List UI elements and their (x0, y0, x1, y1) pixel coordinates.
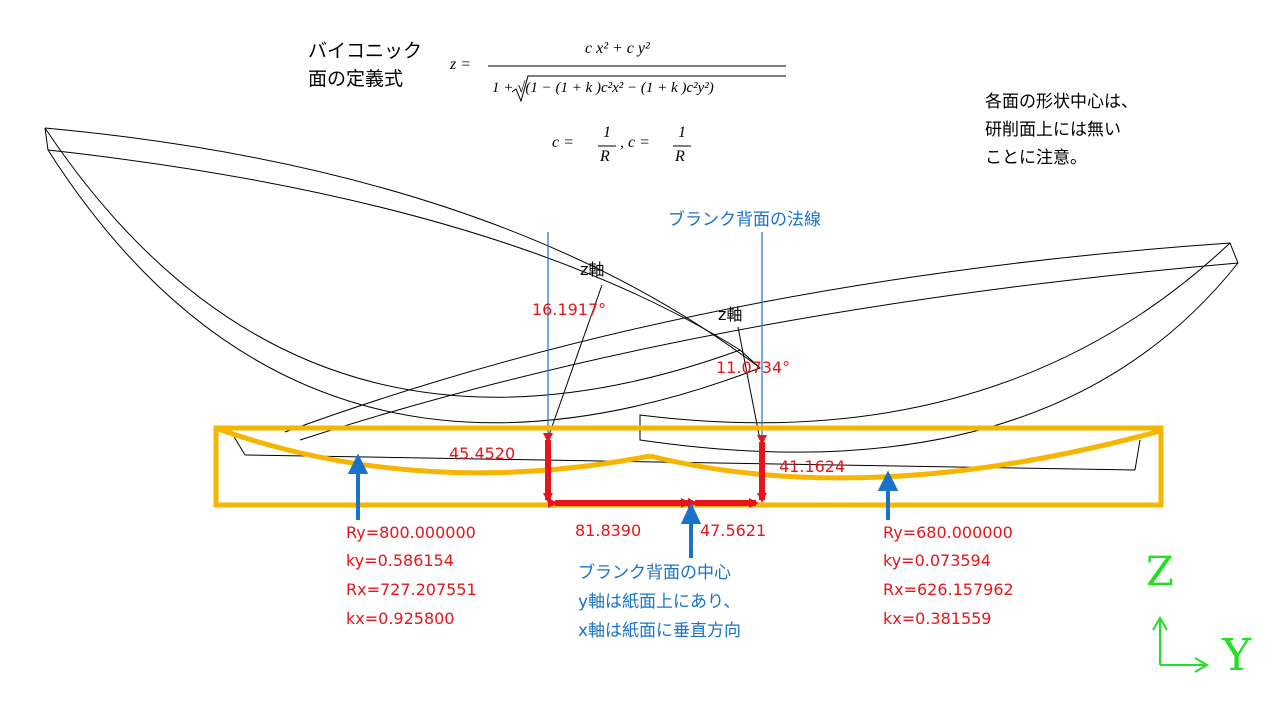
formula-lines (488, 65, 786, 147)
cx-numerator: 1 (603, 124, 611, 141)
coord-z-arrowhead (1152, 616, 1168, 631)
coord-y-label: Y (1222, 630, 1252, 681)
surface-left-curve (217, 426, 651, 476)
annot-arrow-left-head (347, 453, 369, 474)
lens-right-upper-edge2 (299, 262, 1239, 441)
left-param-ry: Ry=800.000000 (346, 523, 476, 542)
coord-y-arrowhead (1194, 657, 1209, 673)
note-line1: 各面の形状中心は、 (985, 92, 1138, 112)
formula-sqrt-sign (511, 75, 786, 103)
right-param-kx: kx=0.381559 (883, 609, 992, 628)
annot-arrow-center-head (680, 502, 702, 524)
angle-right: 11.0734° (716, 358, 791, 377)
cy-label: , c = (620, 134, 650, 151)
formula-numerator: c x² + c y² (585, 40, 650, 57)
formula-title-line2: 面の定義式 (308, 68, 404, 90)
lens-right-outline (639, 242, 1239, 453)
right-param-ky: ky=0.073594 (883, 551, 991, 570)
coord-z-label: Z (1146, 549, 1174, 595)
cx-denominator: R (600, 148, 610, 165)
lens-right-upper-edge (284, 242, 1231, 433)
normal-label: ブランク背面の法線 (668, 210, 821, 230)
formula-title-line1: バイコニック (308, 40, 423, 62)
right-param-rx: Rx=626.157962 (883, 580, 1014, 599)
width-right: 47.5621 (700, 521, 767, 540)
cx-label: c = (552, 134, 574, 151)
cy-numerator: 1 (678, 124, 686, 141)
width-left: 81.8390 (575, 521, 642, 540)
coordinate-axes (1152, 616, 1209, 673)
right-param-ry: Ry=680.000000 (883, 523, 1013, 542)
z-axis-lines (547, 284, 761, 441)
dimension-arrows (543, 433, 767, 508)
height-left: 45.4520 (449, 444, 516, 463)
center-note-line2: y軸は紙面上にあり、 (578, 592, 741, 612)
formula-lhs: z = (450, 56, 472, 73)
lens-bottom-edge3 (1134, 439, 1141, 471)
surface-right-curve (649, 428, 1161, 481)
z-axis-line-right (737, 326, 761, 441)
center-note-line1: ブランク背面の中心 (578, 563, 731, 583)
left-param-kx: kx=0.925800 (346, 609, 455, 628)
formula-denominator: 1 + √(1 − (1 + k )c²x² − (1 + k )c²y²) (492, 80, 714, 96)
z-axis-label-left: z軸 (580, 260, 605, 279)
note-line3: ことに注意。 (985, 148, 1087, 168)
left-param-rx: Rx=727.207551 (346, 580, 477, 599)
lens-outlines (44, 127, 1239, 471)
z-axis-line-left (547, 284, 603, 439)
z-axis-label-right: z軸 (718, 305, 743, 324)
lens-left-upper-edge (44, 127, 761, 369)
height-right: 41.1624 (779, 457, 846, 476)
cy-denominator: R (675, 148, 685, 165)
lens-left-upper-edge2 (47, 149, 741, 351)
note-line2: 研削面上には無い (985, 120, 1121, 140)
annot-arrow-right-head (877, 470, 899, 491)
lens-left-outline (44, 127, 761, 424)
left-param-ky: ky=0.586154 (346, 551, 454, 570)
annotation-arrows (347, 453, 899, 558)
angle-left: 16.1917° (532, 300, 607, 319)
center-note-line3: x軸は紙面に垂直方向 (578, 621, 742, 641)
normal-lines (547, 232, 763, 437)
